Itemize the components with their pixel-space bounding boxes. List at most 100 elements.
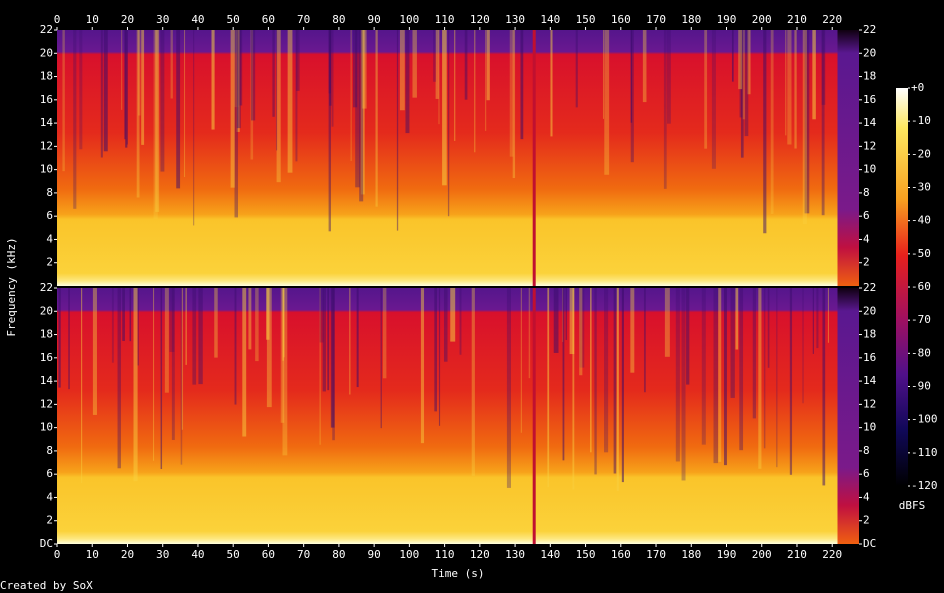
spectrogram-stripe bbox=[266, 288, 270, 340]
y-tick-label-right: 6 bbox=[863, 209, 870, 222]
spectrogram-stripe bbox=[579, 288, 583, 376]
spectrogram-stripe bbox=[776, 288, 778, 468]
y-tick-label: 14 bbox=[40, 374, 54, 387]
y-tick-label: 12 bbox=[40, 139, 53, 152]
y-tick-label-right: DC bbox=[863, 537, 876, 550]
spectrogram bbox=[57, 288, 859, 544]
spectrogram-stripe bbox=[770, 30, 774, 214]
spectrogram-stripe bbox=[62, 30, 65, 172]
y-tick-label: 18 bbox=[40, 328, 53, 341]
x-tick-label-top: 170 bbox=[646, 13, 666, 26]
spectrogram-stripe bbox=[450, 288, 456, 342]
spectrogram-stripe bbox=[276, 30, 281, 183]
y-tick-label: 4 bbox=[46, 490, 53, 503]
spectrogram-stripe bbox=[471, 288, 475, 476]
spectrogram-stripe bbox=[92, 288, 97, 415]
y-tick-label: 16 bbox=[40, 351, 53, 364]
spectrogram-stripe bbox=[329, 30, 332, 106]
colorbar-tick-label: -70 bbox=[911, 313, 931, 326]
spectrogram-stripe bbox=[704, 30, 708, 149]
spectrogram-stripe bbox=[137, 288, 139, 366]
spectrogram-stripe bbox=[79, 30, 83, 150]
spectrogram-stripe bbox=[242, 288, 247, 437]
colorbar-tick-label: -20 bbox=[911, 147, 931, 160]
spectrogram-stripe bbox=[155, 30, 160, 212]
y-tick-label-right: 10 bbox=[863, 421, 876, 434]
y-tick-label: 22 bbox=[40, 281, 53, 294]
spectrogram-stripe bbox=[718, 288, 722, 462]
spectrogram-stripe bbox=[701, 288, 706, 445]
y-tick-label-right: 10 bbox=[863, 163, 876, 176]
x-tick-label-top: 180 bbox=[681, 13, 701, 26]
spectrogram-stripe bbox=[282, 288, 288, 456]
spectrogram-stripe bbox=[532, 288, 536, 544]
spectrogram-stripe bbox=[356, 288, 359, 388]
spectrogram-stripe bbox=[686, 288, 690, 385]
y-tick-label-right: 20 bbox=[863, 46, 876, 59]
spectrogram-stripe bbox=[442, 30, 447, 186]
spectrogram-stripe bbox=[296, 30, 300, 91]
spectrogram-stripe bbox=[438, 288, 441, 426]
spectrogram-stripe bbox=[565, 288, 567, 340]
y-tick-label-right: 16 bbox=[863, 351, 876, 364]
y-tick-label: 6 bbox=[46, 467, 53, 480]
x-tick-label: 40 bbox=[191, 548, 204, 561]
spectrogram-stripe bbox=[485, 30, 487, 131]
spectrogram-stripe bbox=[171, 288, 175, 440]
spectrogram-stripe bbox=[740, 30, 744, 158]
spectrogram-stripe bbox=[211, 30, 215, 130]
y-axis-label: Frequency (kHz) bbox=[5, 237, 18, 336]
x-tick-label-top: 80 bbox=[332, 13, 345, 26]
spectrogram-stripe bbox=[602, 30, 605, 119]
x-tick-label: 180 bbox=[681, 548, 701, 561]
y-tick-label-right: 14 bbox=[863, 374, 877, 387]
y-tick-label-right: 6 bbox=[863, 467, 870, 480]
spectrogram-stripe bbox=[122, 288, 125, 341]
spectrogram-stripe bbox=[180, 288, 183, 465]
spectrogram-stripe bbox=[731, 30, 734, 82]
y-tick-label: DC bbox=[40, 537, 53, 550]
spectrogram-stripe bbox=[486, 30, 490, 101]
y-tick-label-right: 12 bbox=[863, 397, 876, 410]
y-tick-label: 8 bbox=[46, 186, 53, 199]
x-tick-label-top: 40 bbox=[191, 13, 204, 26]
y-tick-label: 8 bbox=[46, 444, 53, 457]
spectrogram-stripe bbox=[821, 30, 825, 216]
spectrogram-stripe bbox=[528, 288, 531, 379]
y-tick-label: 20 bbox=[40, 304, 53, 317]
spectrogram-stripe bbox=[266, 288, 272, 408]
spectrogram-stripe bbox=[630, 288, 635, 373]
spectrogram-stripe bbox=[412, 30, 417, 98]
x-tick-label-top: 190 bbox=[717, 13, 737, 26]
spectrogram-stripe bbox=[569, 288, 575, 355]
spectrogram-stripe bbox=[399, 30, 405, 111]
spectrogram-stripe bbox=[350, 30, 352, 162]
spectrogram-stripe bbox=[735, 288, 739, 350]
spectrogram-stripe bbox=[319, 288, 324, 343]
colorbar-label: dBFS bbox=[899, 499, 926, 512]
spectrogram-stripe bbox=[176, 30, 181, 189]
spectrogram bbox=[57, 30, 859, 286]
spectrogram-stripe bbox=[111, 288, 114, 363]
spectrogram-stripe bbox=[420, 288, 425, 444]
spectrogram-stripe bbox=[136, 30, 140, 198]
spectrogram-stripe bbox=[739, 288, 744, 451]
x-tick-label: 150 bbox=[576, 548, 596, 561]
spectrogram-stripe bbox=[664, 288, 670, 357]
spectrogram-stripe bbox=[255, 288, 259, 362]
x-tick-label: 200 bbox=[752, 548, 772, 561]
y-tick-label-right: 8 bbox=[863, 444, 870, 457]
colorbar-tick-label: -110 bbox=[911, 446, 938, 459]
spectrogram-stripe bbox=[512, 30, 516, 179]
y-tick-label: 4 bbox=[46, 232, 53, 245]
y-tick-label: 10 bbox=[40, 421, 53, 434]
y-tick-label-right: 8 bbox=[863, 186, 870, 199]
x-tick-label: 100 bbox=[399, 548, 419, 561]
spectrogram-stripe bbox=[816, 288, 819, 349]
y-tick-label: 22 bbox=[40, 23, 53, 36]
x-tick-label: 70 bbox=[297, 548, 310, 561]
spectrogram-stripe bbox=[547, 288, 550, 488]
x-tick-label-top: 10 bbox=[86, 13, 99, 26]
